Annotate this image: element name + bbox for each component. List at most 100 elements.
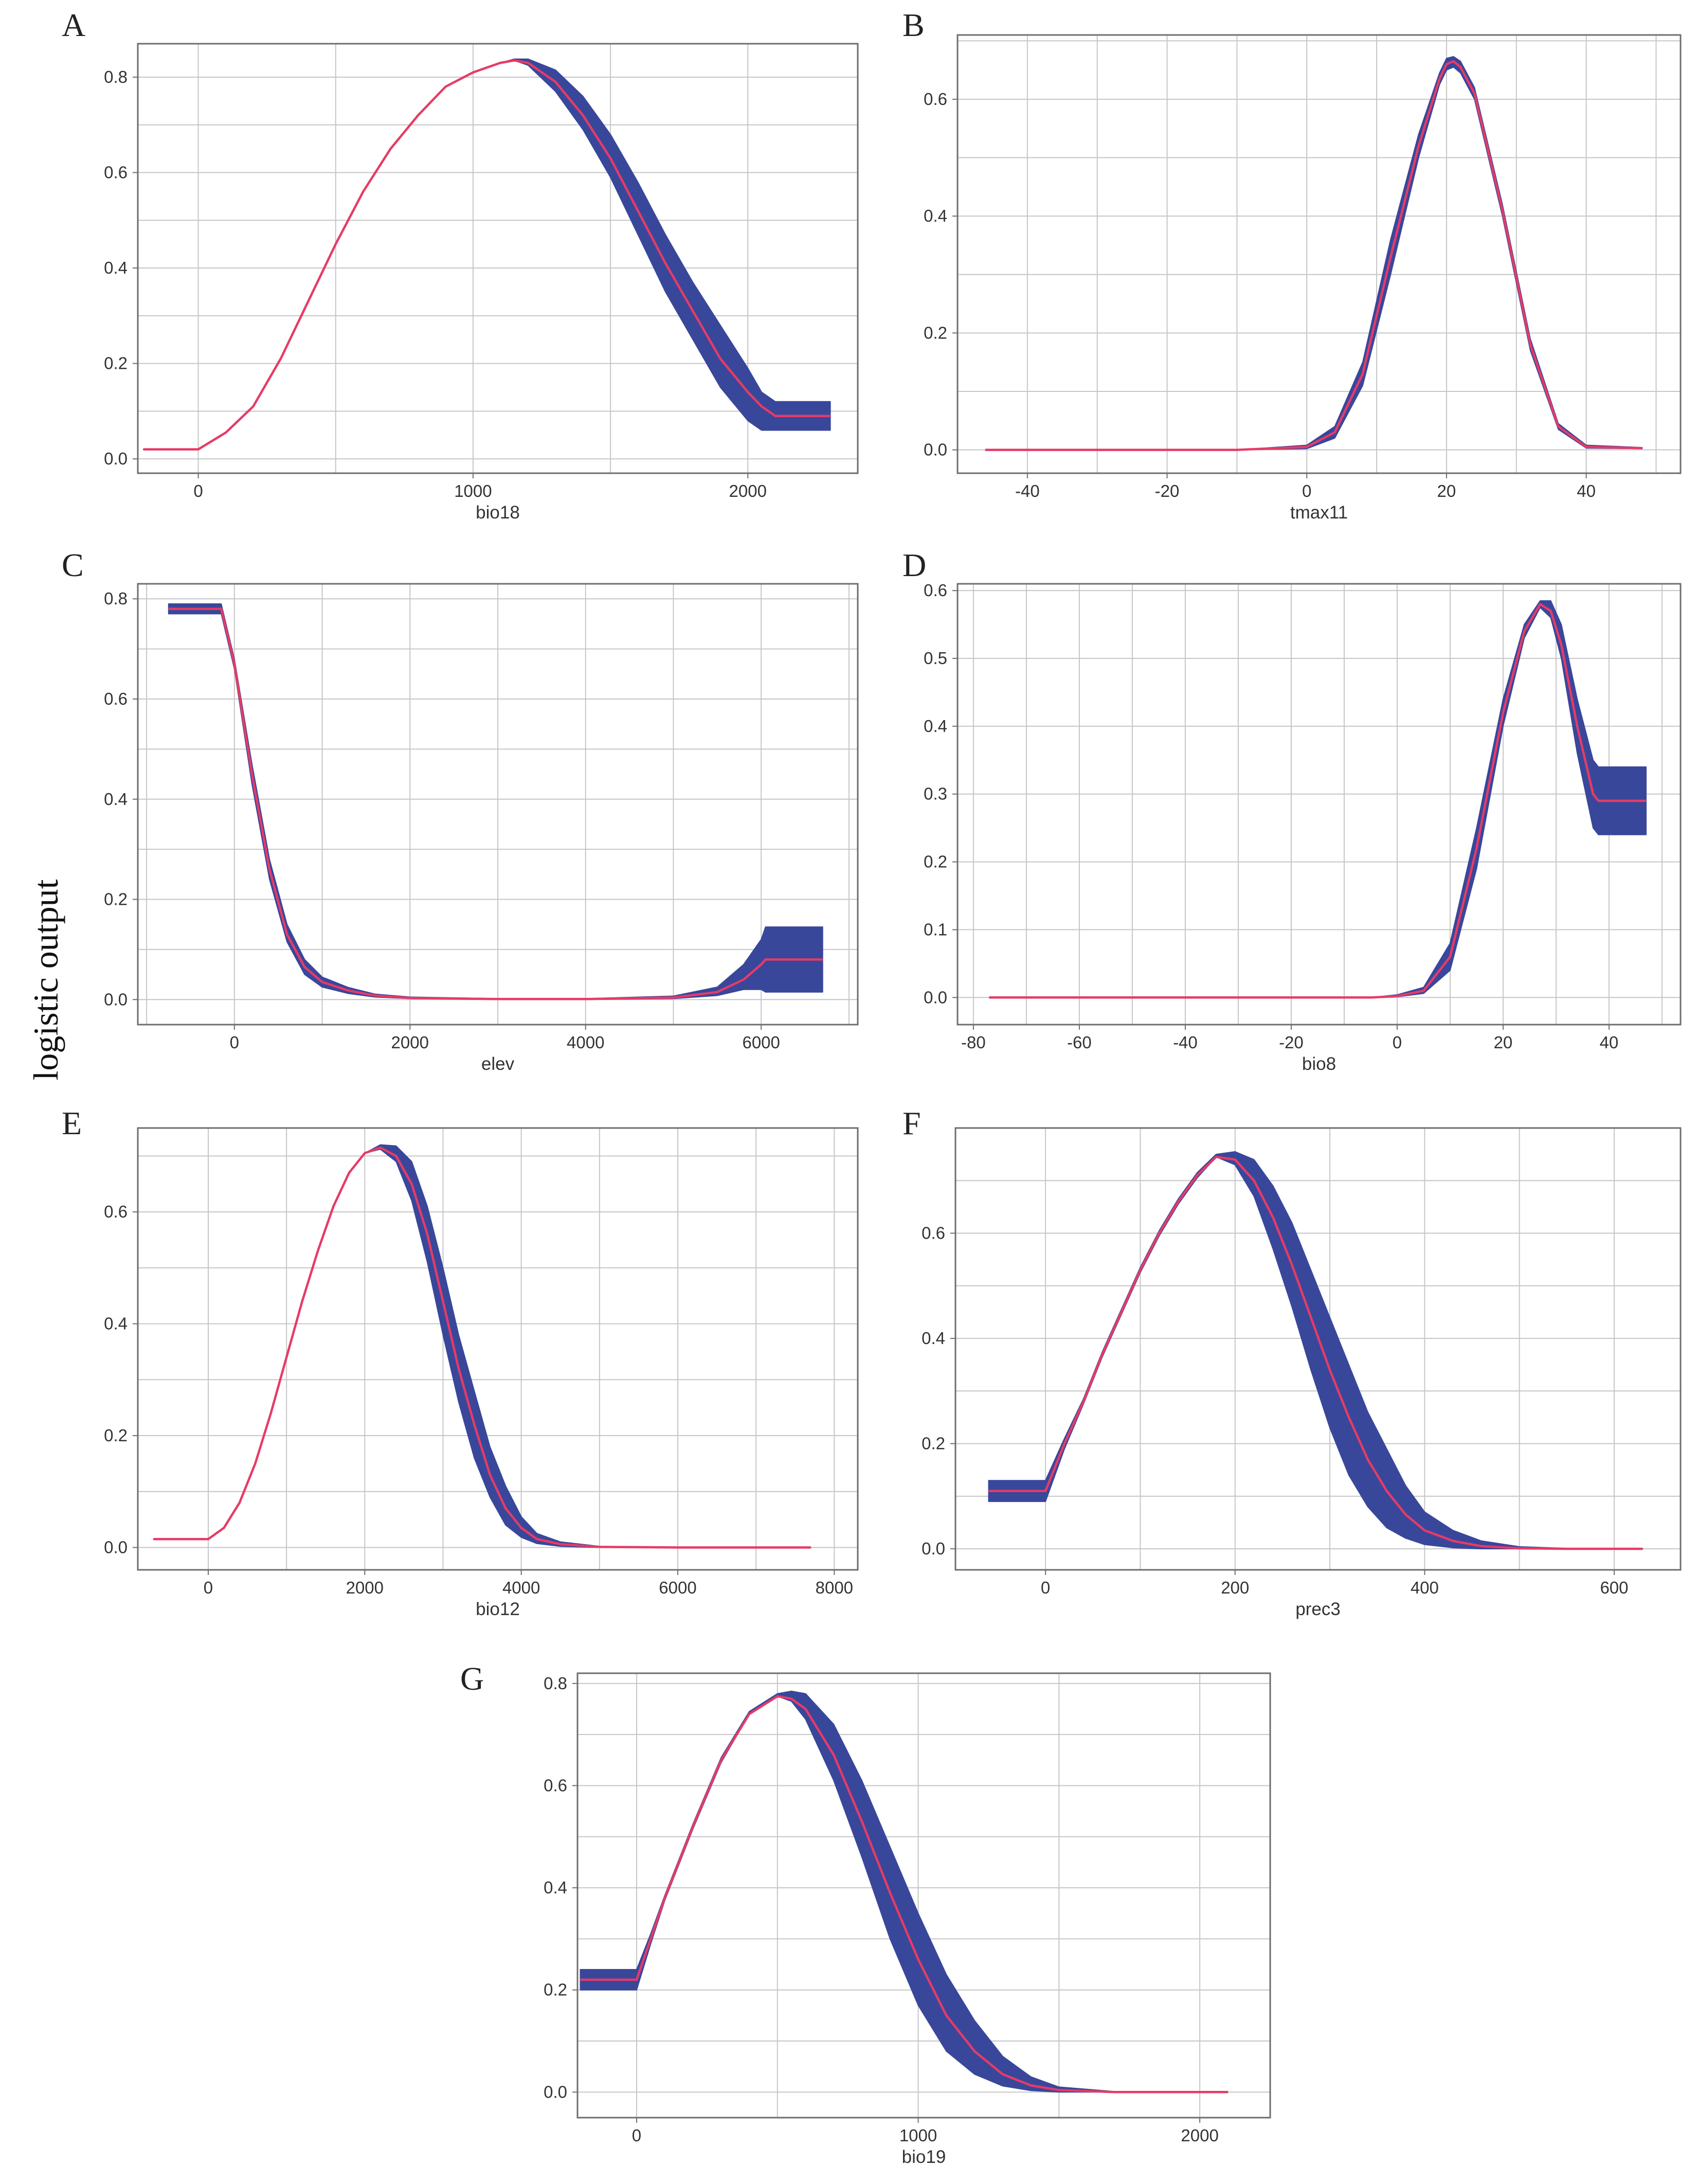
mean-response-line-e — [153, 1146, 811, 1549]
x-tick-label: 2000 — [346, 1578, 384, 1597]
plot-frame-f — [954, 1127, 1682, 1571]
confidence-band-b — [985, 56, 1643, 451]
y-tick-label: 0.2 — [104, 890, 128, 909]
x-tick-label: 4000 — [567, 1033, 604, 1052]
y-tick-label: 0.2 — [922, 1434, 945, 1453]
grid-a — [138, 44, 858, 473]
y-tick-label: 0.4 — [104, 258, 128, 277]
y-tick-label: 0.0 — [104, 1538, 128, 1557]
y-tick-label: 0.4 — [104, 1314, 128, 1333]
x-tick-label: -80 — [961, 1033, 986, 1052]
x-tick-label: 1000 — [454, 481, 492, 500]
mean-response-line-g — [580, 1695, 1228, 2093]
x-tick-label: -20 — [1155, 481, 1180, 500]
grid-g — [577, 1673, 1270, 2118]
x-axis-title-f: prec3 — [1295, 1599, 1341, 1619]
plot-frame-b — [956, 34, 1682, 474]
panel-b: B 0.0 0.2 0.4 0.6 -40 -20 0 20 40 tmax11 — [902, 7, 1682, 523]
confidence-band-d — [988, 600, 1647, 998]
y-tick-label: 0.8 — [544, 1674, 567, 1693]
plot-frame-d — [956, 583, 1682, 1026]
y-tick-label: 0.1 — [924, 920, 947, 939]
x-tick-label: 4000 — [502, 1578, 540, 1597]
x-tick-label: 600 — [1600, 1578, 1628, 1597]
x-axis-title-d: bio8 — [1302, 1054, 1336, 1074]
x-tick-label: 0 — [193, 481, 203, 500]
panel-letter-b: B — [902, 7, 925, 43]
plot-frame-c — [137, 583, 859, 1026]
x-tick-label: 1000 — [899, 2126, 937, 2145]
y-tick-label: 0.0 — [924, 988, 947, 1007]
x-tick-label: 40 — [1600, 1033, 1619, 1052]
grid-b — [958, 35, 1681, 473]
confidence-band-a — [142, 58, 831, 450]
y-tick-label: 0.8 — [104, 67, 128, 86]
y-tick-label: 0.2 — [104, 1426, 128, 1445]
confidence-band-g — [580, 1690, 1229, 2093]
y-tick-label: 0.4 — [922, 1329, 945, 1348]
y-tick-label: 0.4 — [104, 790, 128, 809]
panel-e: E 0.0 0.2 0.4 0.6 0 2000 4000 6000 8000 bio12 — [62, 1105, 859, 1619]
panel-g: G 0.0 0.2 0.4 0.6 0.8 0 1000 2000 bio19 — [460, 1660, 1271, 2167]
y-tick-label: 0.6 — [924, 89, 947, 109]
confidence-band-f — [988, 1151, 1644, 1550]
y-tick-label: 0.0 — [104, 990, 128, 1009]
y-tick-label: 0.4 — [544, 1878, 567, 1897]
x-tick-label: 2000 — [1181, 2126, 1218, 2145]
panel-letter-c: C — [62, 547, 84, 583]
y-tick-label: 0.6 — [104, 163, 128, 182]
y-tick-label: 0.6 — [922, 1224, 945, 1243]
x-tick-label: 0 — [1041, 1578, 1050, 1597]
x-axis-title-b: tmax11 — [1290, 503, 1348, 523]
x-tick-label: 0 — [1302, 481, 1311, 500]
x-tick-label: 20 — [1437, 481, 1456, 500]
x-tick-label: 200 — [1221, 1578, 1249, 1597]
x-tick-label: 6000 — [659, 1578, 696, 1597]
plot-frame-a — [137, 43, 859, 474]
x-tick-label: 2000 — [729, 481, 767, 500]
mean-response-line-d — [989, 603, 1646, 999]
x-tick-label: 8000 — [816, 1578, 853, 1597]
y-tick-label: 0.2 — [924, 852, 947, 871]
y-tick-label: 0.4 — [924, 206, 947, 225]
x-tick-label: -40 — [1173, 1033, 1198, 1052]
y-tick-label: 0.0 — [922, 1539, 945, 1558]
x-tick-label: 2000 — [391, 1033, 429, 1052]
panel-letter-g: G — [460, 1660, 484, 1697]
y-tick-label: 0.2 — [924, 323, 947, 342]
x-tick-label: 0 — [1393, 1033, 1402, 1052]
x-tick-label: 0 — [204, 1578, 213, 1597]
y-tick-label: 0.2 — [104, 354, 128, 373]
panel-letter-a: A — [62, 7, 85, 43]
y-tick-label: 0.5 — [924, 649, 947, 668]
panel-letter-e: E — [62, 1105, 82, 1141]
y-tick-label: 0.0 — [544, 2082, 567, 2101]
panel-c: C 0.0 0.2 0.4 0.6 0.8 0 2000 4000 6000 elev — [62, 547, 859, 1074]
x-tick-label: 400 — [1411, 1578, 1439, 1597]
y-tick-label: 0.6 — [924, 581, 947, 600]
mean-response-line-a — [143, 59, 831, 451]
panel-d: D 0.0 0.1 0.2 0.3 0.4 0.5 0.6 -80 -60 -40 -20 0 20 40 b… — [902, 547, 1682, 1074]
plot-frame-g — [576, 1672, 1271, 2119]
y-tick-label: 0.6 — [544, 1776, 567, 1795]
x-tick-label: -40 — [1015, 481, 1040, 500]
x-tick-label: -20 — [1279, 1033, 1304, 1052]
x-axis-title-g: bio19 — [902, 2147, 946, 2167]
y-tick-label: 0.8 — [104, 589, 128, 608]
panel-a: A 0.0 0.2 0.4 0.6 0.8 0 1000 2000 bio18 — [62, 7, 859, 523]
y-tick-label: 0.6 — [104, 1202, 128, 1221]
confidence-band-c — [168, 603, 823, 1000]
x-axis-title-e: bio12 — [476, 1599, 520, 1619]
confidence-band-e — [153, 1144, 811, 1548]
mean-response-line-f — [988, 1155, 1643, 1550]
x-axis-title-c: elev — [481, 1054, 515, 1074]
y-tick-label: 0.6 — [104, 689, 128, 708]
panel-letter-f: F — [902, 1105, 921, 1141]
grid-e — [138, 1128, 858, 1570]
plot-frame-e — [137, 1127, 859, 1571]
x-axis-title-a: bio18 — [476, 503, 520, 523]
x-tick-label: -60 — [1067, 1033, 1092, 1052]
x-tick-label: 40 — [1577, 481, 1596, 500]
y-tick-label: 0.0 — [924, 440, 947, 459]
panel-letter-d: D — [902, 547, 926, 583]
